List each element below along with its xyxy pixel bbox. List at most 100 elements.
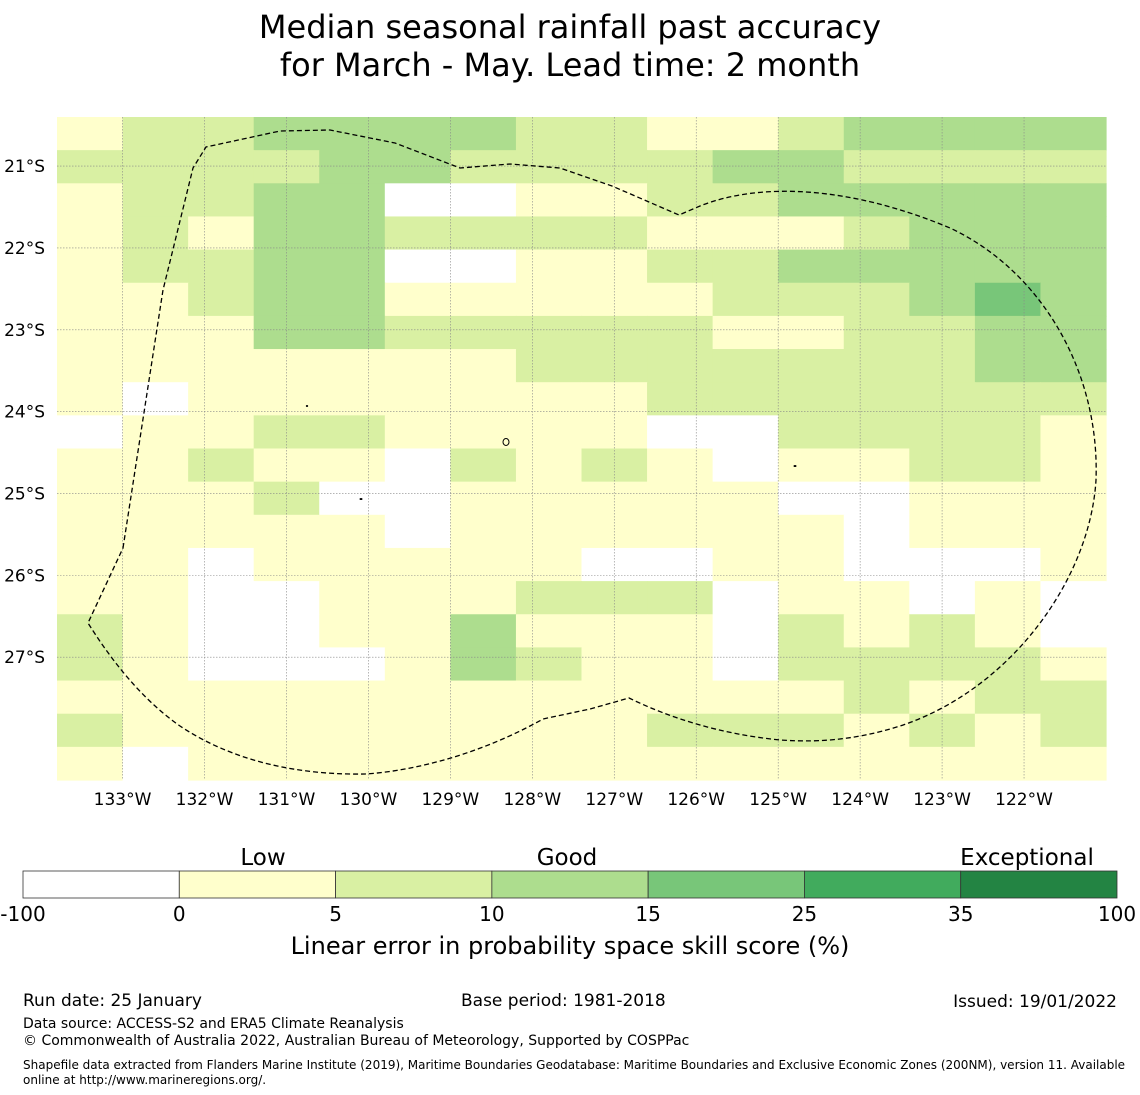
latitude-tick-label: 22°S — [4, 239, 45, 259]
grid-cell — [57, 481, 124, 516]
grid-cell — [647, 514, 714, 549]
grid-cell — [647, 382, 714, 416]
grid-cell — [253, 614, 320, 648]
grid-cell — [319, 249, 386, 284]
grid-cell — [319, 614, 386, 648]
grid-cell — [450, 647, 517, 682]
grid-cell — [974, 117, 1042, 151]
grid-cell — [778, 581, 845, 615]
grid-cell — [515, 614, 583, 648]
grid-cell — [778, 713, 845, 748]
grid-cell — [188, 382, 255, 416]
grid-cell — [122, 713, 189, 748]
grid-cell — [974, 481, 1042, 516]
grid-cell — [253, 349, 320, 383]
chart-title-line1: Median seasonal rainfall past accuracy — [258, 8, 882, 46]
grid-cell — [778, 481, 845, 516]
grid-cell — [515, 382, 583, 416]
skill-map: 133°W 132°W 131°W 130°W 129°W 128°W 127°W 126°W… — [4, 117, 1107, 810]
grid-cell — [253, 150, 320, 184]
grid-cell — [384, 315, 451, 350]
grid-cell — [57, 448, 124, 483]
grid-cell — [515, 514, 583, 549]
colorbar-axis-label: Linear error in probability space skill … — [291, 932, 850, 960]
grid-cell — [450, 614, 517, 648]
grid-cell — [843, 150, 910, 184]
grid-cell — [647, 614, 714, 648]
grid-cell — [909, 249, 976, 284]
grid-cell — [253, 514, 320, 549]
grid-cell — [843, 315, 910, 350]
grid-cell — [712, 746, 779, 781]
latitude-tick-label: 24°S — [4, 403, 45, 423]
grid-cell — [974, 216, 1042, 251]
grid-cell — [974, 713, 1042, 748]
grid-cell — [647, 216, 714, 251]
colorbar-category-labels: Low Good Exceptional — [240, 845, 1093, 871]
grid-cell — [122, 117, 189, 151]
grid-cell — [712, 647, 779, 682]
grid-cell — [647, 349, 714, 383]
colorbar-block — [960, 870, 1118, 899]
grid-cell — [647, 448, 714, 483]
grid-cell — [122, 448, 189, 483]
grid-cell — [384, 282, 451, 317]
colorbar-tick-label: 5 — [329, 902, 342, 926]
grid-cell — [188, 614, 255, 648]
grid-cell — [778, 746, 845, 781]
grid-cell — [188, 481, 255, 516]
grid-cell — [319, 415, 386, 450]
grid-cell — [974, 614, 1042, 648]
longitude-tick-label: 128°W — [503, 790, 561, 810]
grid-cell — [909, 150, 976, 184]
grid-cell — [57, 581, 124, 615]
grid-cell — [384, 647, 451, 682]
grid-cell — [188, 547, 255, 582]
grid-cell — [57, 282, 124, 317]
grid-cell — [647, 746, 714, 781]
grid-cell — [57, 183, 124, 218]
grid-cell — [384, 150, 451, 184]
grid-cell — [581, 150, 648, 184]
grid-cell — [843, 547, 910, 582]
grid-cell — [581, 249, 648, 284]
grid-cell — [778, 680, 845, 715]
colorbar-tick-label: 15 — [635, 902, 660, 926]
grid-cell — [974, 150, 1042, 184]
grid-cell — [450, 448, 517, 483]
grid-cell — [319, 150, 386, 184]
grid-cell — [319, 481, 386, 516]
longitude-tick-label: 130°W — [340, 790, 398, 810]
grid-cell — [122, 547, 189, 582]
grid-cell — [57, 315, 124, 350]
grid-cell — [57, 415, 124, 450]
grid-cell — [450, 282, 517, 317]
grid-cell — [974, 349, 1042, 383]
colorbar-category-label: Exceptional — [960, 845, 1094, 871]
grid-cell — [974, 746, 1042, 781]
grid-cell — [450, 415, 517, 450]
grid-cell — [1040, 382, 1107, 416]
grid-cell — [581, 183, 648, 218]
grid-cell — [778, 547, 845, 582]
grid-cell — [122, 680, 189, 715]
grid-cell — [450, 680, 517, 715]
colorbar-block — [22, 870, 180, 899]
grid-cell — [1040, 514, 1107, 549]
grid-cell — [188, 249, 255, 284]
grid-cell — [319, 216, 386, 251]
grid-cell — [57, 349, 124, 383]
grid-cell — [647, 249, 714, 284]
grid-cell — [515, 282, 583, 317]
grid-cell — [974, 382, 1042, 416]
grid-cell — [319, 647, 386, 682]
grid-cell — [647, 150, 714, 184]
grid-cell — [647, 415, 714, 450]
grid-cell — [57, 382, 124, 416]
grid-cell — [515, 183, 583, 218]
grid-cell — [974, 183, 1042, 218]
grid-cell — [122, 647, 189, 682]
grid-cell — [647, 581, 714, 615]
grid-cell — [384, 448, 451, 483]
grid-cell — [122, 315, 189, 350]
